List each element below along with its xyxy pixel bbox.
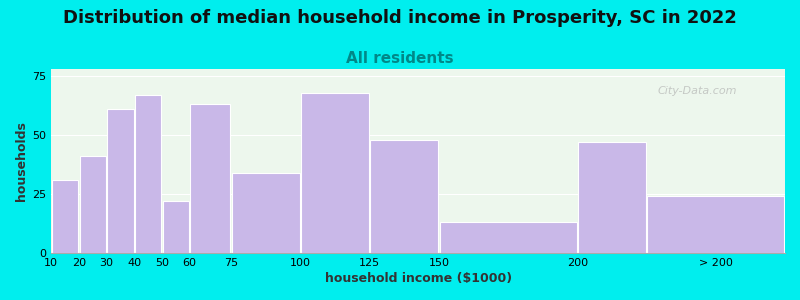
- Bar: [439, 222, 577, 253]
- Text: Distribution of median household income in Prosperity, SC in 2022: Distribution of median household income …: [63, 9, 737, 27]
- Bar: [190, 104, 230, 253]
- Bar: [135, 95, 162, 253]
- Bar: [370, 140, 438, 253]
- Bar: [647, 196, 784, 253]
- Text: All residents: All residents: [346, 51, 454, 66]
- Bar: [79, 156, 106, 253]
- Text: City-Data.com: City-Data.com: [657, 86, 737, 96]
- Bar: [232, 173, 300, 253]
- Y-axis label: households: households: [15, 121, 28, 201]
- Bar: [578, 142, 646, 253]
- Bar: [107, 109, 134, 253]
- Bar: [301, 93, 369, 253]
- X-axis label: household income ($1000): household income ($1000): [325, 272, 512, 285]
- Bar: [162, 201, 189, 253]
- Bar: [52, 180, 78, 253]
